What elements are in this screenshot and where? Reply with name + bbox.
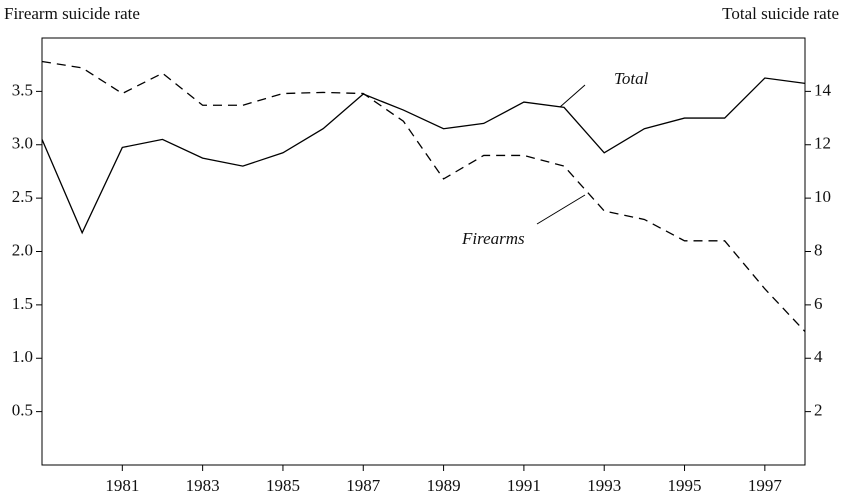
y2-tick-label: 10 [814,187,831,206]
x-tick-label: 1995 [668,476,702,495]
x-tick-label: 1997 [748,476,783,495]
plot-frame [41,37,806,466]
y2-tick-label: 14 [814,80,832,99]
y2-tick-label: 8 [814,240,823,259]
series-label: Firearms [461,229,525,248]
x-tick-label: 1985 [266,476,300,495]
y-tick-label: 2.0 [12,240,33,259]
leader-line [536,194,586,225]
x-tick-label: 1983 [186,476,220,495]
y-tick-label: 1.5 [12,294,33,313]
series-line [41,77,806,235]
y-tick-label: 1.0 [12,347,33,366]
x-tick-label: 1987 [346,476,381,495]
leader-line [559,84,586,108]
series-line [41,60,806,333]
x-tick-label: 1993 [587,476,621,495]
y-tick-label: 3.0 [12,134,33,153]
y2-tick-label: 6 [814,294,823,313]
y2-axis-label: Total suicide rate [722,4,839,23]
x-tick-label: 1991 [507,476,541,495]
y-tick-label: 3.5 [12,80,33,99]
y-tick-label: 0.5 [12,401,33,420]
y2-tick-label: 12 [814,134,831,153]
series-label: Total [614,69,649,88]
x-tick-label: 1981 [105,476,139,495]
y2-tick-label: 2 [814,401,823,420]
y-tick-label: 2.5 [12,187,33,206]
y-axis-label: Firearm suicide rate [4,4,140,23]
x-tick-label: 1989 [427,476,461,495]
y2-tick-label: 4 [814,347,823,366]
